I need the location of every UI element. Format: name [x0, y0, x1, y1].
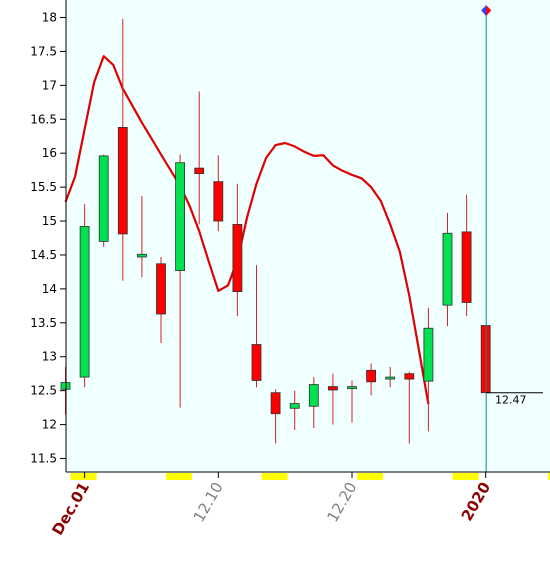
candle — [270, 389, 281, 444]
candle — [136, 195, 147, 278]
weekend-marker — [166, 473, 193, 480]
last-value-label: 12.47 — [495, 394, 527, 407]
candle-body — [136, 253, 147, 258]
y-tick-label: 14.5 — [30, 248, 57, 262]
candle — [385, 366, 396, 388]
candle-body — [175, 162, 186, 271]
candle-body — [423, 327, 434, 382]
candle — [117, 18, 128, 281]
candle — [404, 371, 415, 444]
x-tick-label: 12.20 — [323, 479, 360, 525]
candle — [232, 183, 243, 317]
weekend-marker — [261, 473, 288, 480]
candle — [98, 154, 109, 247]
candle-body — [194, 167, 205, 174]
y-tick-label: 12 — [42, 418, 57, 432]
axes-layer: 11.5 12 12.5 13 13.5 14 14.5 15 15.5 16 16.5 17 17.5… — [30, 0, 550, 480]
candle — [366, 363, 377, 396]
cursor-marker-left — [481, 5, 487, 16]
y-tick-label: 18 — [42, 11, 57, 25]
x-labels-layer: Dec.01 12.10 12.20 2020 — [48, 472, 494, 538]
plot-background — [66, 0, 550, 472]
candle-body — [327, 386, 338, 391]
candle-body — [270, 392, 281, 415]
candle-body — [213, 181, 224, 222]
x-tick-label: 2020 — [458, 479, 494, 524]
candle-body — [251, 344, 262, 381]
y-tick-label: 14 — [42, 282, 57, 296]
candle-body — [156, 263, 166, 315]
candle-body — [289, 403, 300, 409]
x-tick-label: 12.10 — [190, 479, 227, 525]
weekend-marker — [70, 473, 97, 480]
candle-body — [98, 155, 109, 242]
candle-body — [442, 232, 453, 306]
candle — [156, 256, 166, 344]
y-tick-label: 17.5 — [30, 44, 57, 58]
candle — [327, 373, 338, 425]
candle-body — [117, 127, 128, 235]
y-tick-label: 15.5 — [30, 180, 57, 194]
candle — [194, 91, 205, 225]
moving-average-layer — [64, 55, 430, 405]
y-tick-label: 16 — [42, 146, 57, 160]
y-tick-label: 17 — [42, 78, 57, 92]
y-tick-label: 13 — [42, 350, 57, 364]
candle — [308, 377, 319, 428]
candle-body — [232, 224, 243, 292]
y-tick-label: 12.5 — [30, 384, 57, 398]
cursor-marker-right — [486, 5, 492, 16]
candle-body — [366, 369, 377, 383]
candle — [213, 155, 224, 232]
candle-body — [308, 384, 319, 407]
candle-body — [404, 373, 415, 380]
candle — [79, 204, 90, 388]
candle-body — [347, 386, 357, 390]
candle-body — [385, 376, 396, 380]
x-tick-label: Dec.01 — [48, 479, 93, 538]
weekend-marker — [357, 473, 384, 480]
candle — [423, 307, 434, 432]
candle — [251, 265, 262, 388]
weekend-marker — [548, 473, 550, 480]
candle — [289, 390, 300, 431]
candles-layer — [60, 18, 491, 444]
candle — [461, 194, 472, 317]
y-tick-label: 16.5 — [30, 112, 57, 126]
y-tick-label: 11.5 — [30, 452, 57, 466]
candle — [175, 154, 186, 408]
y-tick-label: 15 — [42, 214, 57, 228]
candle — [347, 380, 357, 423]
moving-average-line — [64, 55, 430, 405]
y-tick-label: 13.5 — [30, 316, 57, 330]
candle-body — [79, 226, 90, 378]
cursor-layer: 12.47 — [481, 5, 543, 472]
candle — [442, 212, 453, 327]
candle-body — [461, 231, 472, 303]
weekend-marker — [452, 473, 479, 480]
